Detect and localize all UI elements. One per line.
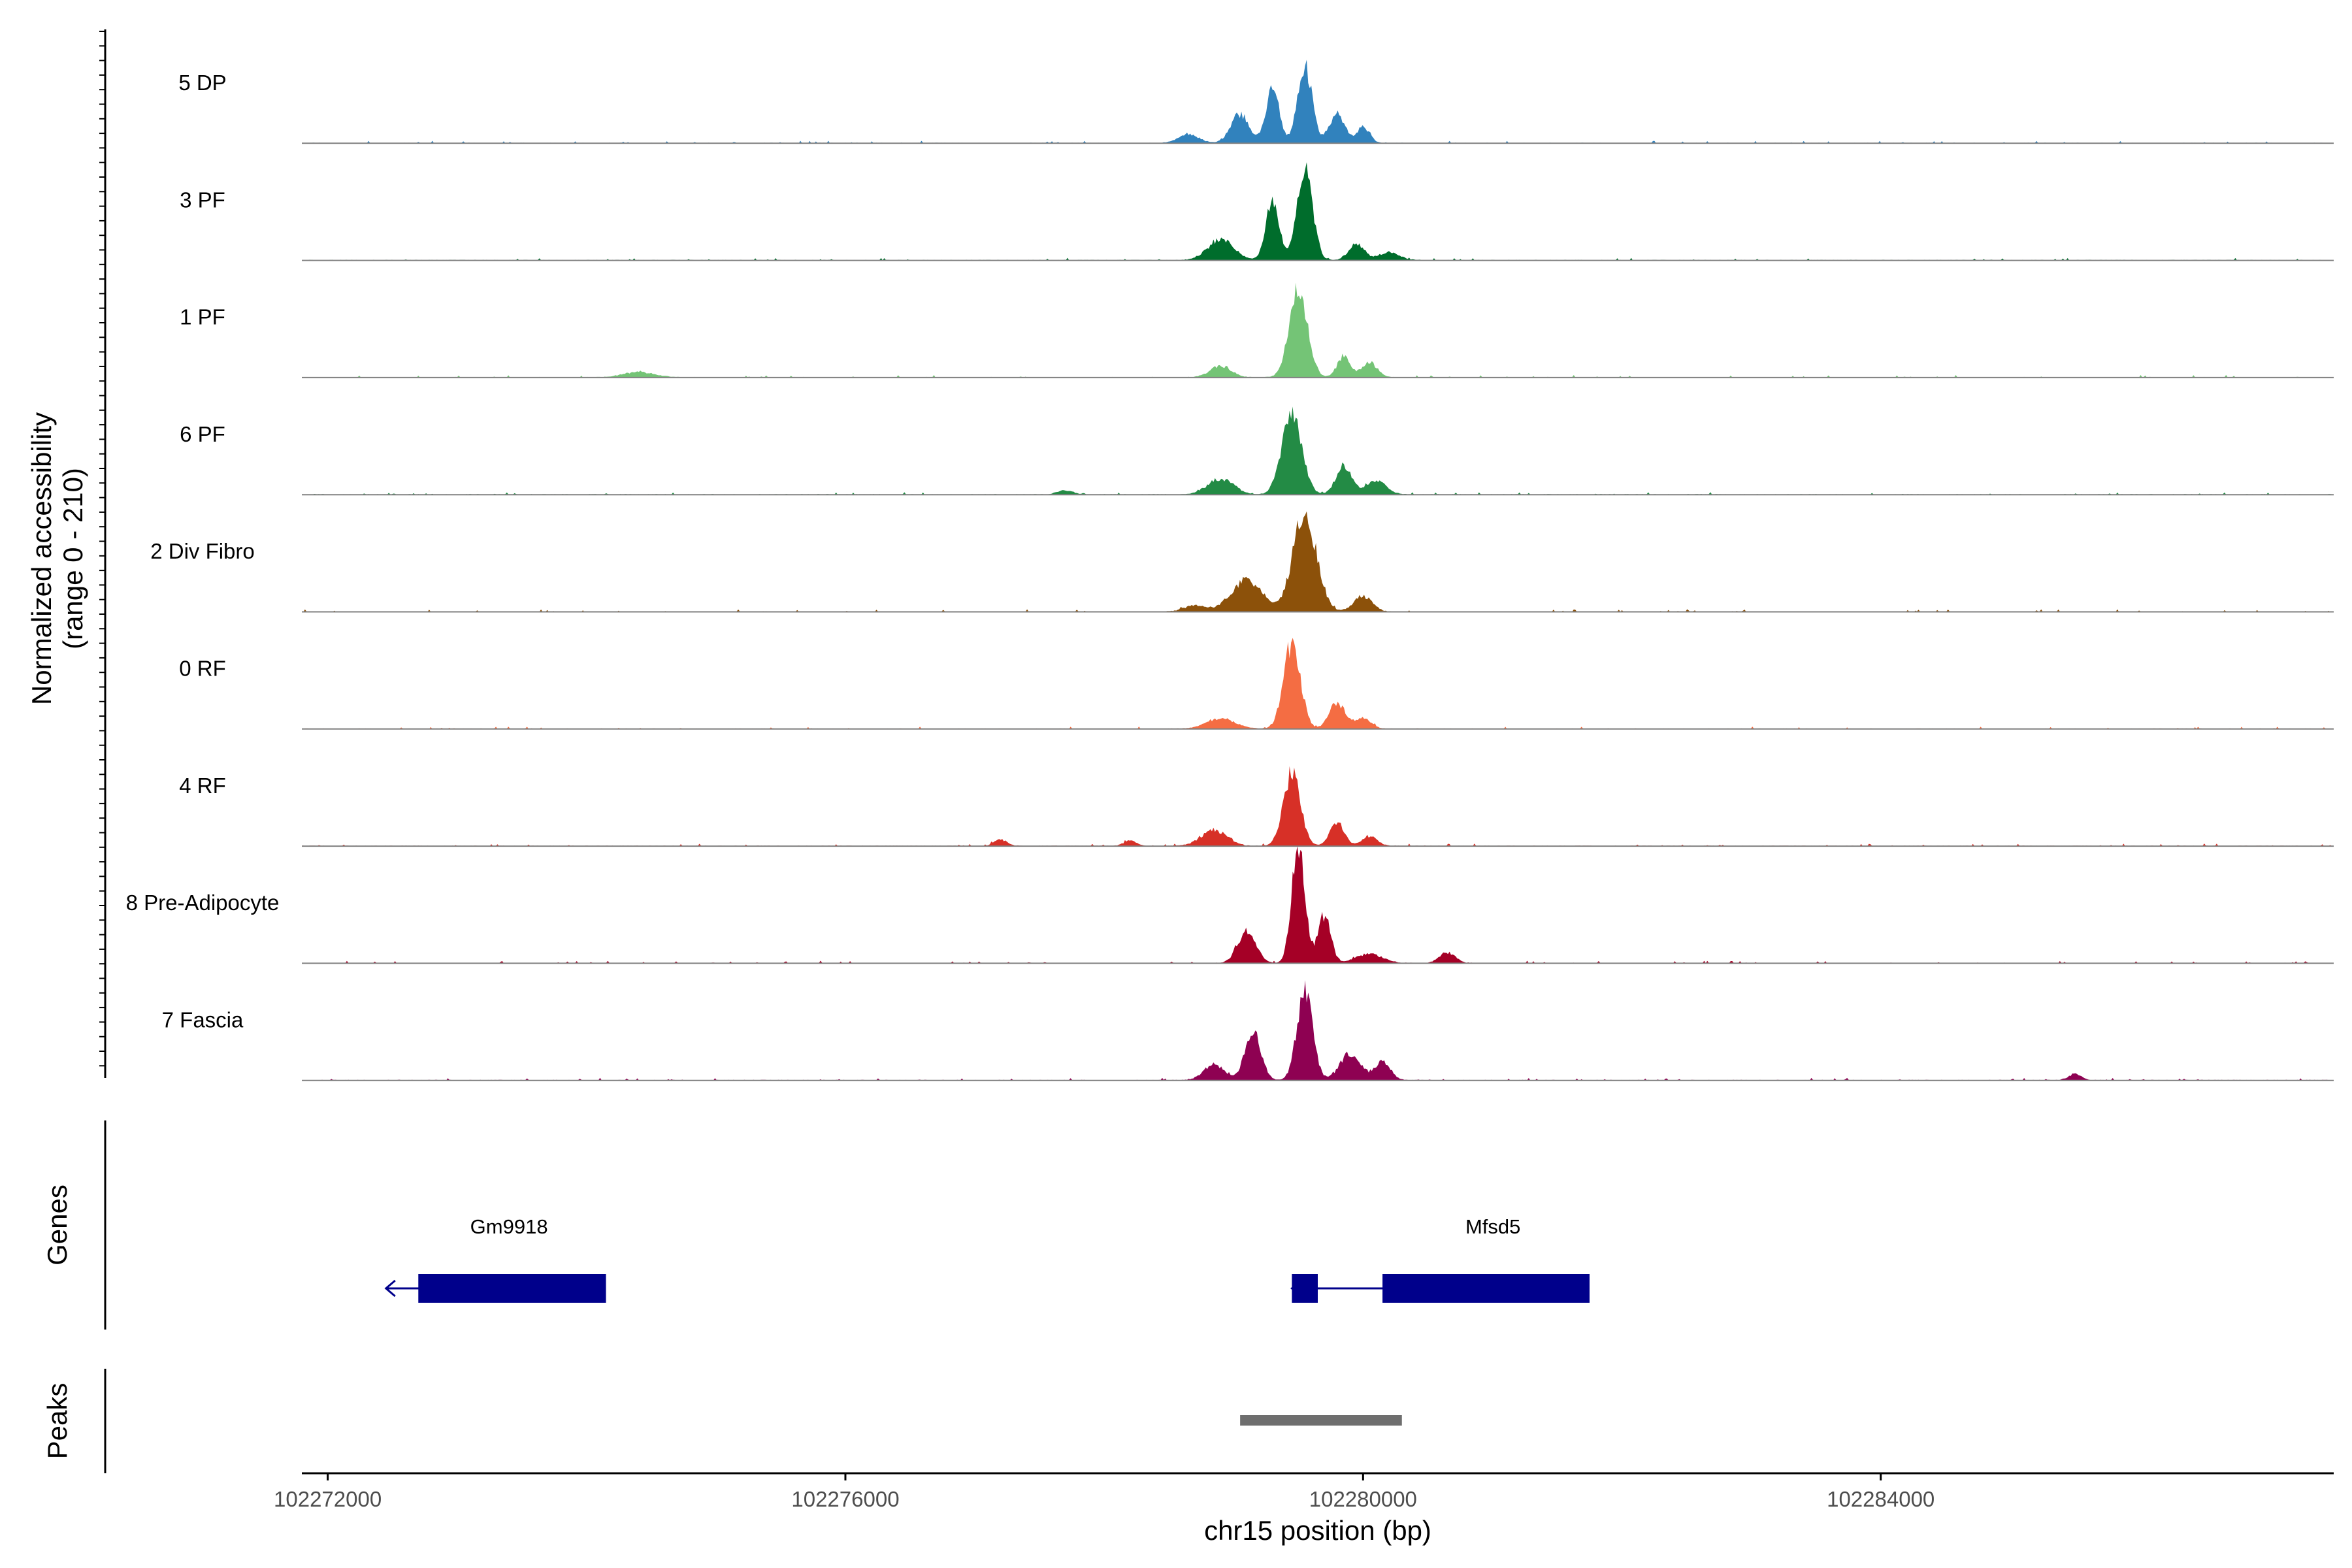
strand-arrow-icon (1290, 1279, 1302, 1298)
coverage-area (302, 59, 2334, 144)
track-6-pf: 6 PF (180, 406, 2334, 496)
gene-label: Gm9918 (470, 1215, 548, 1238)
track-label: 6 PF (180, 422, 225, 446)
gene-exon (1382, 1274, 1590, 1303)
track-label: 3 PF (180, 188, 225, 212)
gene-exon (418, 1274, 606, 1303)
x-axis-title: chr15 position (bp) (1204, 1515, 1431, 1546)
track-7-fascia: 7 Fascia (162, 980, 2334, 1081)
coverage-area (302, 980, 2334, 1081)
x-tick-label: 102276000 (791, 1487, 899, 1511)
genes-panel-title: Genes (42, 1184, 73, 1266)
peaks-panel-title: Peaks (42, 1383, 73, 1460)
coverage-area (302, 511, 2334, 612)
coverage-area (302, 406, 2334, 495)
x-axis-ticks: 102272000 102276000 102280000 102284000 (274, 1473, 1935, 1511)
track-label: 0 RF (179, 657, 226, 681)
gene-annotations: Gm9918 Mfsd5 (384, 1215, 1590, 1303)
x-tick-label: 102272000 (274, 1487, 382, 1511)
coverage-tracks: 5 DP 3 PF 1 PF 6 PF 2 Div Fibro 0 RF 4 RF 8 Pre… (126, 59, 2334, 1081)
track-label: 2 Div Fibro (150, 539, 255, 563)
track-4-rf: 4 RF (179, 766, 2334, 847)
gene-gm9918: Gm9918 (384, 1215, 606, 1303)
track-label: 5 DP (178, 71, 226, 95)
coverage-area (302, 766, 2334, 847)
peak-bar (1240, 1415, 1402, 1426)
gene-label: Mfsd5 (1465, 1215, 1520, 1238)
y-axis-title-line2: (range 0 - 210) (57, 468, 88, 649)
track-2-div-fibro: 2 Div Fibro (150, 511, 2334, 613)
x-tick-label: 102284000 (1827, 1487, 1935, 1511)
track-label: 4 RF (179, 774, 226, 798)
strand-arrow-icon (384, 1279, 396, 1298)
track-8-pre-adipocyte: 8 Pre-Adipocyte (126, 846, 2334, 964)
x-tick-label: 102280000 (1309, 1487, 1417, 1511)
track-label: 1 PF (180, 305, 225, 329)
track-3-pf: 3 PF (180, 162, 2334, 261)
track-5-dp: 5 DP (178, 59, 2334, 144)
gene-mfsd5: Mfsd5 (1290, 1215, 1590, 1303)
coverage-area (302, 282, 2334, 378)
track-label: 7 Fascia (162, 1007, 244, 1032)
peak-regions (1240, 1415, 1402, 1426)
track-1-pf: 1 PF (180, 282, 2334, 378)
track-label: 8 Pre-Adipocyte (126, 890, 280, 915)
coverage-y-ticks (99, 31, 105, 1067)
coverage-area (302, 162, 2334, 261)
y-axis-title-line1: Normalized accessibility (26, 412, 57, 705)
coverage-area (302, 638, 2334, 729)
coverage-area (302, 846, 2334, 964)
track-0-rf: 0 RF (179, 638, 2334, 730)
gene-exon (1292, 1274, 1318, 1303)
